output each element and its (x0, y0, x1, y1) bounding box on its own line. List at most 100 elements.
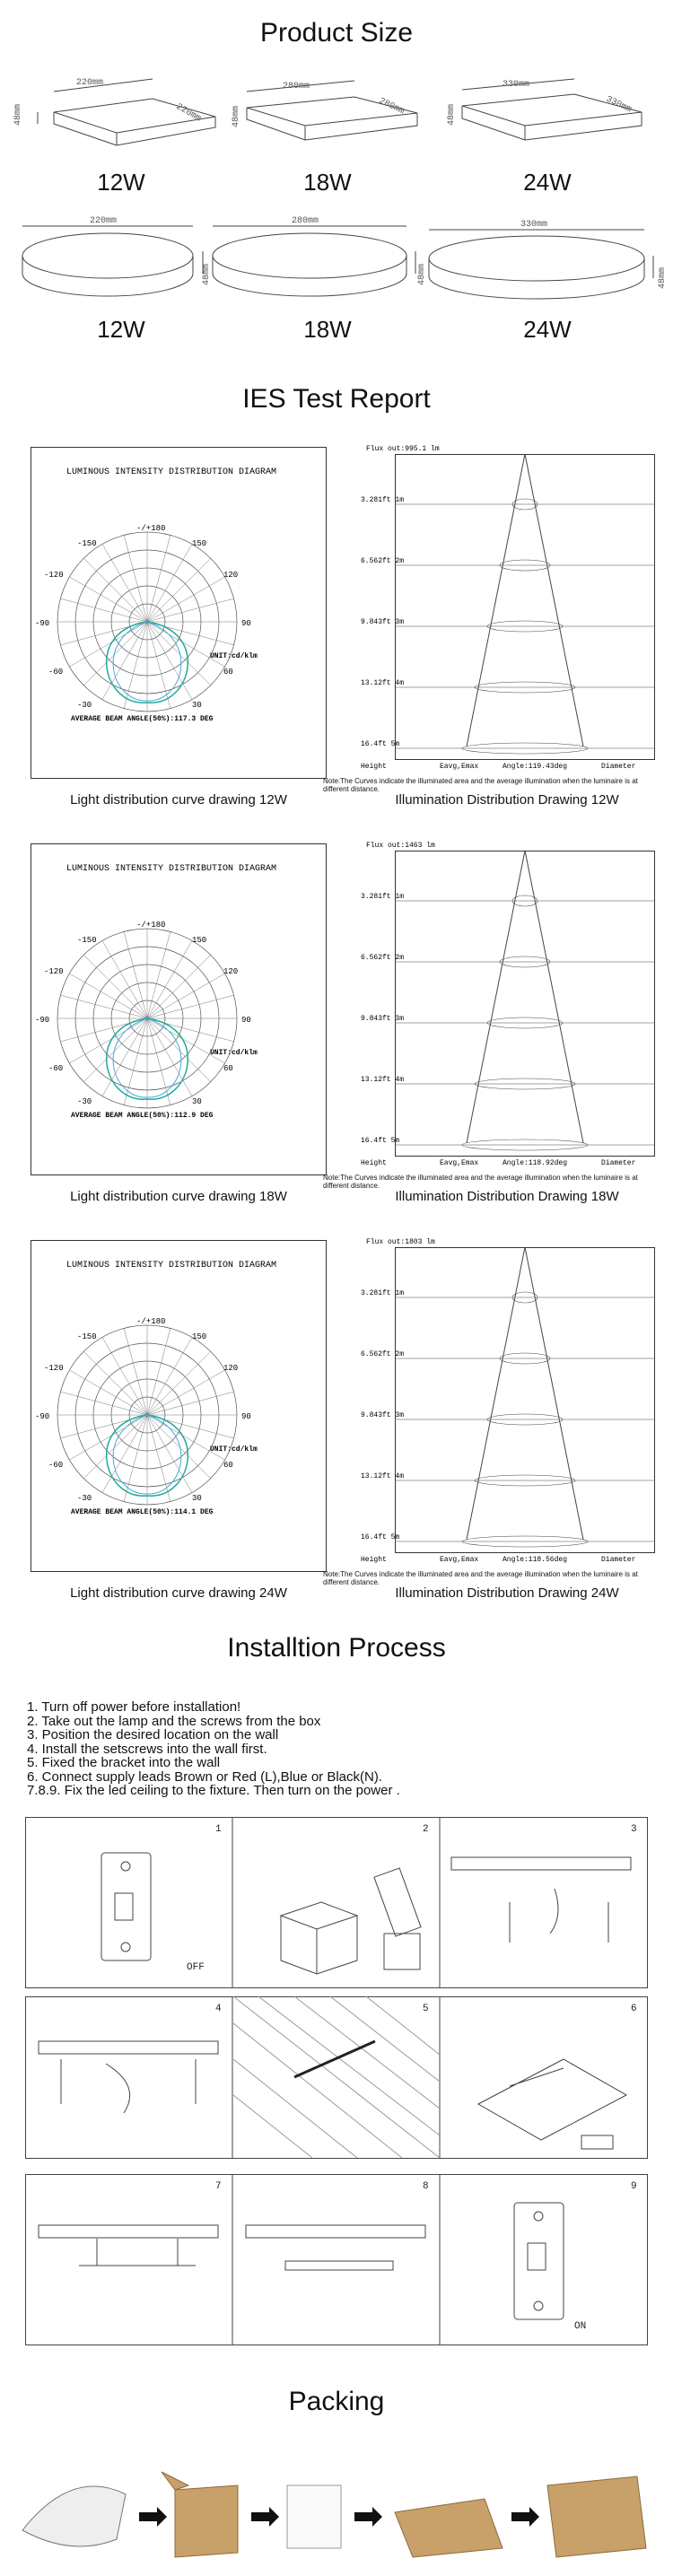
product-size-drawings: 220mm 220mm 48mm 280mm 280mm 48mm 330mm … (13, 78, 668, 300)
install-title: Installtion Process (227, 1633, 446, 1663)
dim-round-12w-width: 220mm (90, 216, 117, 226)
illumination-caption: Illumination Distribution Drawing 24W (395, 1585, 619, 1601)
illumination-diagram: Flux out:1803 lm 3.281ft 1m 6.562ft 2m 9.84… (361, 1238, 655, 1564)
polar-title: LUMINOUS INTENSITY DISTRIBUTION DIAGRAM (66, 864, 276, 874)
polar-angle-label: -150 (77, 1332, 97, 1341)
curve-c0 (105, 1414, 189, 1497)
panel-number: 6 (631, 2004, 637, 2014)
polar-angle-label: 120 (223, 967, 238, 976)
height-label: 3.281ft 1m (361, 893, 404, 901)
panel-number: 9 (631, 2181, 637, 2192)
foam-pieces (286, 2484, 342, 2549)
polar-angle-label: 150 (192, 1332, 206, 1341)
polar-diagram: LUMINOUS INTENSITY DISTRIBUTION DIAGRAM -… (31, 843, 327, 1175)
polar-angle-label: 150 (192, 539, 206, 548)
polar-angle-label: 30 (192, 1097, 202, 1106)
round-24w-label: 24W (523, 316, 572, 343)
illum-footer-left: Height (361, 1159, 387, 1167)
arrow-icon (139, 2507, 167, 2527)
dim-square-12w-width: 220mm (76, 78, 103, 88)
beam-angle: AVERAGE BEAM ANGLE(50%):112.9 DEG (71, 1112, 214, 1120)
illumination-diagram: Flux out:1463 lm 3.281ft 1m 6.562ft 2m 9.84… (361, 842, 655, 1167)
illum-footer-mid: Eavg,Emax (440, 1556, 478, 1564)
dim-square-24w-depth: 330mm (604, 95, 633, 116)
install-step: 1. Turn off power before installation! (27, 1699, 241, 1715)
height-label: 3.281ft 1m (361, 1289, 404, 1297)
illum-footer-right: Diameter (601, 763, 636, 771)
polar-title: LUMINOUS INTENSITY DISTRIBUTION DIAGRAM (66, 467, 276, 477)
polar-angle-label: -120 (44, 1364, 64, 1373)
polar-angle-label: -/+180 (136, 921, 165, 930)
polar-angle-label: -90 (35, 1412, 49, 1421)
height-label: 16.4ft 5m (361, 1137, 399, 1145)
illum-angle: Angle:118.92deg (503, 1159, 567, 1167)
polar-angle-label: -30 (77, 1097, 92, 1106)
polar-angle-label: 60 (223, 668, 233, 677)
open-box (174, 2484, 239, 2558)
polar-angle-label: -150 (77, 539, 97, 548)
height-label: 16.4ft 5m (361, 740, 399, 748)
polar-angle-label: 120 (223, 571, 238, 580)
polar-unit: UNIT:cd/klm (210, 652, 258, 660)
dim-round-24w-height: 48mm (658, 267, 668, 289)
dim-square-18w-depth: 280mm (377, 97, 406, 118)
polar-unit: UNIT:cd/klm (210, 1049, 258, 1057)
flux-out: Flux out:1803 lm (366, 1238, 435, 1246)
dim-square-24w-width: 330mm (503, 80, 529, 90)
square-12w-label: 12W (97, 169, 145, 196)
polar-angle-label: 150 (192, 936, 206, 945)
dim-square-18w-height: 48mm (232, 106, 241, 127)
illum-note: Note:The Curves indicate the illuminated… (323, 1174, 638, 1190)
lamp-image (22, 2485, 127, 2547)
polar-angle-label: -/+180 (136, 1317, 165, 1326)
install-step: 2. Take out the lamp and the screws from… (27, 1713, 321, 1729)
illumination-diagram: Flux out:995.1 lm 3.281ft 1m 6.562ft 2m 9.8… (361, 445, 655, 771)
polar-unit: UNIT:cd/klm (210, 1445, 258, 1454)
dim-round-18w-height: 48mm (417, 264, 427, 285)
square-18w-label: 18W (303, 169, 352, 196)
install-steps: 1. Turn off power before installation! 2… (27, 1700, 400, 1798)
closed-box (546, 2476, 647, 2558)
polar-diagram: LUMINOUS INTENSITY DISTRIBUTION DIAGRAM -… (31, 447, 327, 779)
illum-footer-mid: Eavg,Emax (440, 1159, 478, 1167)
dim-round-12w-height: 48mm (202, 264, 212, 285)
polar-diagram: LUMINOUS INTENSITY DISTRIBUTION DIAGRAM -… (31, 1240, 327, 1572)
dim-square-12w-height: 48mm (13, 104, 23, 126)
polar-angle-label: 90 (241, 1412, 251, 1421)
off-label: OFF (187, 1962, 205, 1973)
illum-note: Note:The Curves indicate the illuminated… (323, 777, 638, 793)
arrow-icon (354, 2507, 382, 2527)
ies-title: IES Test Report (242, 384, 431, 414)
polar-angle-label: 30 (192, 701, 202, 710)
polar-angle-label: 60 (223, 1064, 233, 1073)
panel-number: 8 (423, 2181, 429, 2192)
illumination-caption: Illumination Distribution Drawing 12W (395, 792, 619, 808)
install-step: 3. Position the desired location on the … (27, 1727, 279, 1742)
height-label: 13.12ft 4m (361, 1076, 404, 1084)
install-diagram-grid: OFF ON 1 2 3 4 5 6 7 8 9 (25, 1817, 648, 2345)
square-panel-12w (53, 98, 216, 146)
product-size-title: Product Size (259, 18, 414, 48)
height-label: 16.4ft 5m (361, 1533, 399, 1541)
illum-footer-right: Diameter (601, 1556, 636, 1564)
round-18w-label: 18W (303, 316, 352, 343)
polar-angle-label: -60 (48, 1064, 63, 1073)
arrow-icon (251, 2507, 279, 2527)
illum-footer-mid: Eavg,Emax (440, 763, 478, 771)
height-label: 6.562ft 2m (361, 1350, 404, 1358)
light-distribution-caption: Light distribution curve drawing 18W (70, 1189, 287, 1204)
panel-number: 7 (215, 2181, 222, 2192)
curve-c90 (112, 621, 182, 702)
panel-number: 3 (631, 1824, 637, 1835)
arrow-icon (511, 2507, 539, 2527)
curve-c0 (105, 1017, 189, 1100)
panel-number: 1 (215, 1824, 222, 1835)
panel-number: 5 (423, 2004, 429, 2014)
illum-footer-right: Diameter (601, 1159, 636, 1167)
height-label: 6.562ft 2m (361, 557, 404, 565)
round-12w-label: 12W (97, 316, 145, 343)
install-step: 4. Install the setscrews into the wall f… (27, 1741, 267, 1757)
polar-angle-label: 30 (192, 1494, 202, 1503)
install-step: 6. Connect supply leads Brown or Red (L)… (27, 1768, 383, 1785)
square-panel-18w (246, 96, 418, 141)
